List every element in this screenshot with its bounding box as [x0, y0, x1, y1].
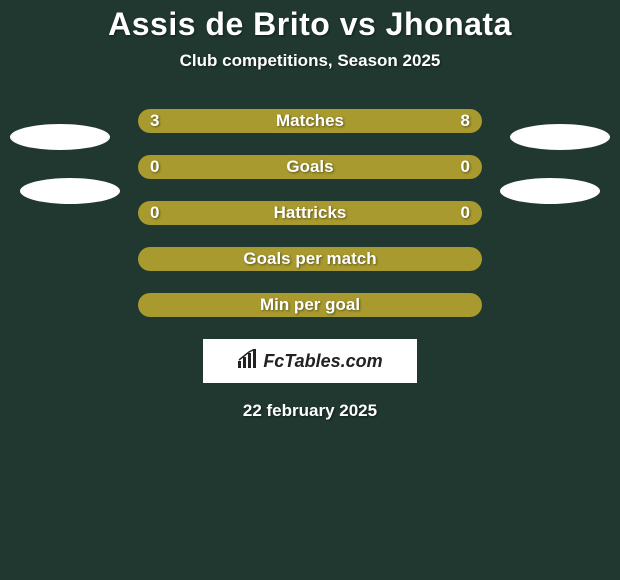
- comparison-rows: Matches38Goals00Hattricks00Goals per mat…: [138, 109, 482, 317]
- chart-icon: [237, 349, 259, 374]
- row-label: Min per goal: [138, 293, 482, 317]
- row-value-left: 0: [150, 201, 159, 225]
- comparison-row: Min per goal: [138, 293, 482, 317]
- row-value-right: 0: [461, 155, 470, 179]
- row-label: Goals: [138, 155, 482, 179]
- page-title: Assis de Brito vs Jhonata: [0, 0, 620, 43]
- row-value-right: 0: [461, 201, 470, 225]
- player-left-avatar-secondary: [20, 178, 120, 204]
- comparison-row: Goals per match: [138, 247, 482, 271]
- row-label: Goals per match: [138, 247, 482, 271]
- player-right-avatar: [510, 124, 610, 150]
- row-label: Matches: [138, 109, 482, 133]
- date-line: 22 february 2025: [0, 401, 620, 421]
- logo-text: FcTables.com: [263, 351, 382, 372]
- comparison-row: Goals0 0: [138, 155, 482, 179]
- row-label: Hattricks: [138, 201, 482, 225]
- page-subtitle: Club competitions, Season 2025: [0, 51, 620, 71]
- row-value-left: 3: [150, 109, 159, 133]
- player-right-avatar-secondary: [500, 178, 600, 204]
- logo-box: FcTables.com: [203, 339, 417, 383]
- comparison-row: Matches3 8: [138, 109, 482, 133]
- row-value-left: 0: [150, 155, 159, 179]
- row-value-right: 8: [461, 109, 470, 133]
- page: Assis de Brito vs Jhonata Club competiti…: [0, 0, 620, 580]
- player-left-avatar: [10, 124, 110, 150]
- comparison-row: Hattricks0 0: [138, 201, 482, 225]
